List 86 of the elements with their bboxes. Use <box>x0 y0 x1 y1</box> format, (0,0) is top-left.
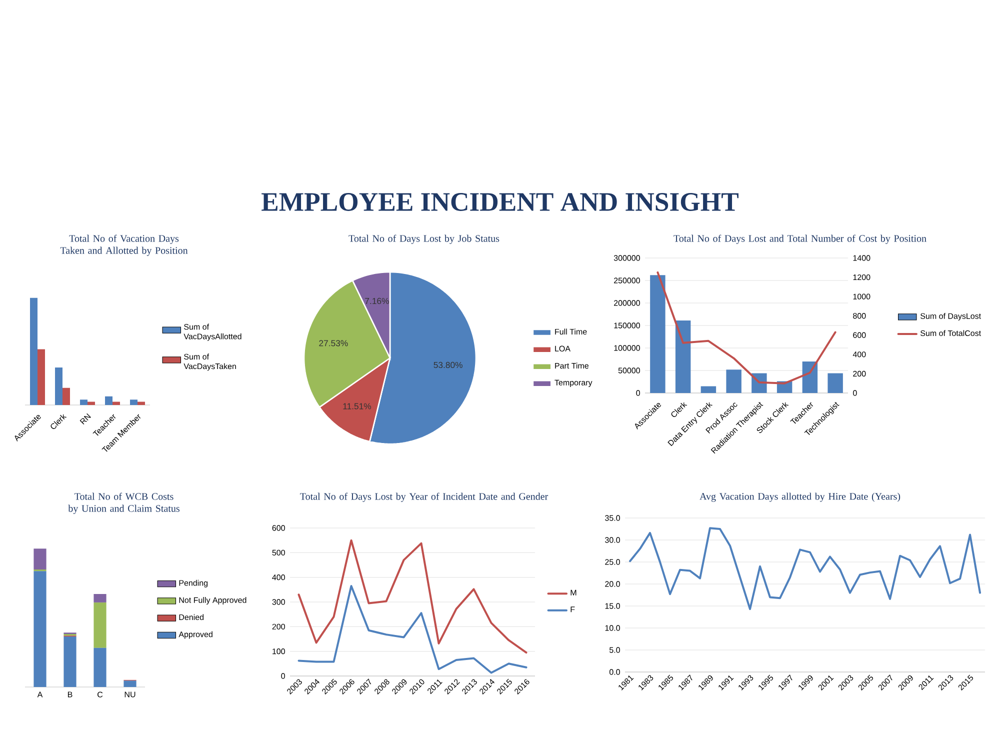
y-tick-label: 10.0 <box>605 625 620 631</box>
y-tick-label: 0 <box>281 673 285 679</box>
legend-label: Full Time <box>555 328 587 335</box>
y-tick-label: 200000 <box>614 300 640 306</box>
y2-tick-label: 800 <box>853 313 866 319</box>
y-tick-label: 250000 <box>614 278 640 284</box>
chart-title: Total No of Vacation Days Taken and Allotted by Position <box>60 234 188 256</box>
x-tick-label: A <box>37 692 43 698</box>
chart-title: Total No of Days Lost by Job Status <box>348 234 500 244</box>
y2-tick-label: 1400 <box>853 255 870 261</box>
text: EMPLOYEE INCIDENT AND INSIGHT <box>262 193 738 211</box>
legend-label: Approved <box>178 631 212 639</box>
bar <box>64 636 76 687</box>
y-tick-label: 100000 <box>614 345 640 351</box>
x-tick-label: NU <box>124 692 136 698</box>
y-tick-label: 25.0 <box>605 559 620 565</box>
legend-label: F <box>570 606 575 612</box>
x-tick-label: RN <box>80 413 91 425</box>
bar <box>124 680 136 687</box>
x-tick-label: C <box>98 692 103 698</box>
chart-title: Total No of WCB Costs by Union and Claim Status <box>68 492 180 514</box>
y-tick-label: 0 <box>636 390 640 396</box>
bar <box>94 602 106 648</box>
bar <box>34 571 46 687</box>
legend-label: Sum of VacDaysAllotted <box>184 324 242 341</box>
bar <box>130 400 138 405</box>
y-tick-label: 30.0 <box>605 537 620 543</box>
bar <box>94 648 106 687</box>
y2-tick-label: 400 <box>852 352 866 358</box>
data-label: 11.51% <box>343 403 372 410</box>
legend-label: Not Fully Approved <box>179 597 246 604</box>
data-label: 27.53% <box>319 340 348 346</box>
bar <box>138 402 145 405</box>
y-tick-label: 100 <box>272 648 285 654</box>
y-tick-label: 0.0 <box>609 669 620 675</box>
y2-tick-label: 1200 <box>853 274 870 280</box>
bar <box>55 367 62 405</box>
y-tick-label: 5.0 <box>609 647 620 653</box>
bar <box>105 396 113 405</box>
y2-tick-label: 1000 <box>853 294 870 300</box>
chart-title: Avg Vacation Days allotted by Hire Date (Years) <box>700 492 900 502</box>
y2-tick-label: 600 <box>853 332 866 338</box>
legend-label: Pending <box>179 580 208 588</box>
data-label: 7.16% <box>365 298 389 304</box>
bar <box>62 388 70 405</box>
line-series <box>656 271 836 384</box>
data-label: 53.80% <box>434 362 462 368</box>
bar <box>700 386 716 393</box>
bar <box>80 400 88 405</box>
legend-label: Sum of TotalCost <box>920 330 982 336</box>
legend-label: Temporary <box>554 380 592 387</box>
bar <box>675 320 691 393</box>
bar <box>650 275 666 393</box>
y-tick-label: 200 <box>272 624 285 630</box>
legend-label: Sum of VacDaysTaken <box>184 354 236 371</box>
chart-title: Total No of Days Lost and Total Number of Cost by Position <box>674 234 926 244</box>
y-tick-label: 300 <box>272 599 285 605</box>
bar <box>726 370 742 393</box>
bar <box>34 548 46 570</box>
legend-label: Denied <box>179 614 204 620</box>
bar <box>88 402 95 405</box>
y-tick-label: 150000 <box>614 322 640 328</box>
legend-label: M <box>570 590 576 596</box>
y2-tick-label: 0 <box>853 390 857 396</box>
y2-tick-label: 200 <box>853 370 866 377</box>
line-series <box>298 584 528 674</box>
y-tick-label: 35.0 <box>605 515 620 521</box>
bar <box>828 373 843 393</box>
x-tick-label: B <box>68 692 72 698</box>
bar <box>30 298 38 405</box>
bar <box>802 361 818 393</box>
y-tick-label: 500 <box>272 550 285 556</box>
bar <box>94 594 106 602</box>
y-tick-label: 50000 <box>618 368 640 374</box>
y-tick-label: 20.0 <box>605 581 620 587</box>
bar <box>112 402 120 405</box>
y-tick-label: 600 <box>272 525 285 531</box>
bar <box>38 349 45 405</box>
legend-label: Sum of DaysLost <box>920 313 982 320</box>
chart-title: Total No of Days Lost by Year of Incident Date and Gender <box>300 492 548 502</box>
legend-label: Part Time <box>555 362 589 369</box>
y-tick-label: 15.0 <box>605 603 620 609</box>
y-tick-label: 300000 <box>614 255 640 261</box>
legend-label: LOA <box>555 346 570 352</box>
y-tick-label: 400 <box>272 574 285 580</box>
line-series <box>298 539 528 654</box>
